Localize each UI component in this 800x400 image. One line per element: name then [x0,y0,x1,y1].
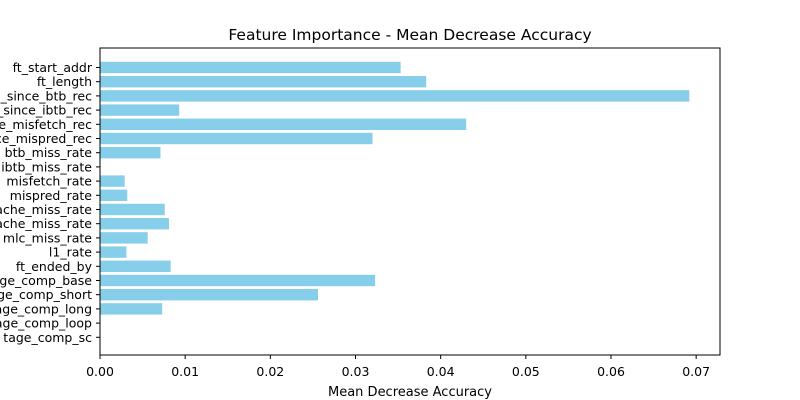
y-tick-label: cycles_since_btb_rec [0,88,92,103]
bar-misfetch_rate [100,175,125,187]
y-tick-label: l1_rate [49,245,92,260]
y-tick-label: cycles_since_misfetch_rec [0,117,92,132]
bar-icache_miss_rate [100,203,165,216]
y-tick-label: dcache_miss_rate [0,216,92,231]
y-tick-label: tage_comp_sc [3,330,92,345]
bar-l1_rate [100,246,127,258]
y-axis-ticks: ft_start_addrft_lengthcycles_since_btb_r… [0,60,100,345]
y-tick-label: tage_comp_long [0,301,92,316]
y-tick-label: icache_miss_rate [0,202,92,217]
bar-tage_comp_base [100,274,376,287]
y-tick-label: cycles_since_ibtb_rec [0,103,92,118]
bar-tage_comp_long [100,303,163,315]
y-tick-label: mlc_miss_rate [3,230,92,245]
y-tick-label: ft_start_addr [13,60,93,75]
x-tick-label: 0.06 [597,364,625,379]
y-tick-label: ft_length [37,74,92,89]
x-tick-label: 0.05 [512,364,540,379]
x-tick-label: 0.04 [427,364,455,379]
x-tick-label: 0.02 [256,364,284,379]
bar-dcache_miss_rate [100,218,169,230]
bar-btb_miss_rate [100,147,161,159]
y-tick-label: misfetch_rate [6,174,92,189]
plot-frame [99,47,721,356]
x-axis-ticks: 0.00 0.01 0.02 0.03 0.04 0.05 0.06 0.07 [86,355,710,379]
bars-group [100,61,690,315]
bar-cycles_since_mispred_rec [100,132,373,145]
x-tick-label: 0.03 [342,364,370,379]
y-tick-label: tage_comp_short [0,287,92,302]
y-tick-label: tage_comp_loop [0,316,92,331]
x-axis-title: Mean Decrease Accuracy [328,385,492,400]
bar-cycles_since_ibtb_rec [100,104,180,116]
y-tick-label: btb_miss_rate [5,145,93,160]
y-tick-label: ibtb_miss_rate [1,159,92,174]
x-tick-label: 0.01 [171,364,199,379]
bar-mlc_miss_rate [100,232,148,244]
bar-ft_length [100,76,427,88]
y-tick-label: mispred_rate [10,188,93,203]
bar-ft_start_addr [100,61,401,74]
x-tick-label: 0.00 [86,364,114,379]
bar-cycles_since_misfetch_rec [100,118,467,130]
bar-mispred_rate [100,189,128,201]
x-tick-label: 0.07 [682,364,710,379]
y-tick-label: ft_ended_by [16,259,93,274]
bar-tage_comp_short [100,289,319,301]
y-tick-label: cycles_since_mispred_rec [0,131,92,146]
y-tick-label: tage_comp_base [0,273,92,288]
bar-ft_ended_by [100,260,171,272]
bar-cycles_since_btb_rec [100,90,690,102]
chart-title: Feature Importance - Mean Decrease Accur… [228,26,591,44]
